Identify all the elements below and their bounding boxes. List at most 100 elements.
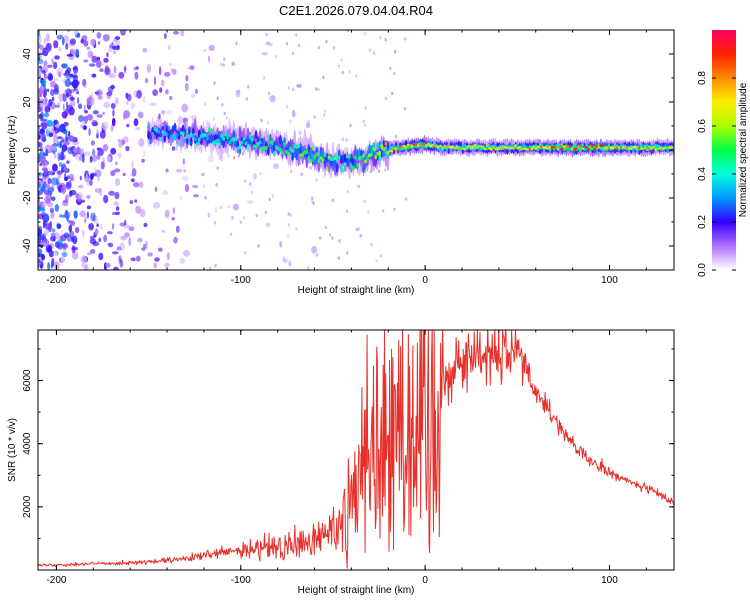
spectrogram-noise-cell xyxy=(98,237,102,243)
spectrogram-noise-cell xyxy=(78,103,83,110)
spectrogram-ridge-cell xyxy=(315,152,319,157)
spectrogram-ridge-cell xyxy=(297,143,301,148)
spectrogram-noise-cell xyxy=(337,256,340,260)
spectrogram-noise-cell xyxy=(282,256,285,260)
spectrogram-noise-cell xyxy=(39,155,46,163)
spectrogram-ridge-cell xyxy=(343,162,347,167)
spectrogram-noise-cell xyxy=(80,38,85,44)
spectrogram-ridge-cell xyxy=(617,146,621,149)
spectrogram-noise-cell xyxy=(393,71,396,76)
spectrogram-ridge-cell xyxy=(254,144,258,149)
spectrogram-noise-cell xyxy=(143,222,148,228)
spectrogram-noise-cell xyxy=(203,48,206,53)
spectrogram-noise-cell xyxy=(318,236,322,240)
spectrogram-noise-cell xyxy=(58,214,64,218)
spectrogram-noise-cell xyxy=(112,74,117,78)
colorbar-tick-label: 0.6 xyxy=(697,119,708,133)
spectrogram-noise-cell xyxy=(43,74,48,81)
spectrogram-ridge-cell xyxy=(216,138,220,143)
spectrogram-noise-cell xyxy=(311,245,318,254)
spectrogram-ridge-cell xyxy=(204,133,207,138)
spectrogram-noise-cell xyxy=(309,166,312,170)
spectrogram-noise-cell xyxy=(101,121,109,131)
spectrogram-ridge-cell xyxy=(281,140,284,150)
spectrogram-ridge-cell xyxy=(362,164,365,174)
spectrogram-ridge-cell xyxy=(384,141,388,146)
spectrogram-noise-cell xyxy=(100,161,105,170)
spectrogram-noise-cell xyxy=(173,30,179,35)
spectrogram-ridge-cell xyxy=(337,149,341,159)
spectrogram-noise-cell xyxy=(64,89,67,96)
spectrogram-noise-cell xyxy=(52,143,58,147)
spectrogram-noise-cell xyxy=(38,253,41,257)
spectrogram-noise-cell xyxy=(57,136,63,140)
spectrogram-noise-cell xyxy=(363,123,367,127)
spectrogram-noise-cell xyxy=(173,236,178,244)
spectrogram-ridge-cell xyxy=(173,122,177,132)
spectrogram-noise-cell xyxy=(43,167,49,176)
spectrogram-ridge-cell xyxy=(181,131,185,136)
spectrogram-noise-cell xyxy=(213,221,217,225)
spectrogram-ridge-cell xyxy=(291,148,294,153)
spectrogram-ridge-cell xyxy=(564,145,568,149)
spectrogram-noise-cell xyxy=(53,120,58,125)
spectrogram-noise-cell xyxy=(86,211,89,219)
spectrogram-noise-cell xyxy=(375,166,379,170)
spectrogram-noise-cell xyxy=(86,97,93,106)
spectrogram-noise-cell xyxy=(289,213,292,218)
spectrogram-noise-cell xyxy=(341,70,344,75)
spectrogram-ridge-cell xyxy=(272,141,276,151)
spectrogram-noise-cell xyxy=(146,63,152,73)
spectrogram-marks xyxy=(38,30,674,270)
spectrogram-ridge-cell xyxy=(421,142,424,145)
spectrogram-ridge-cell xyxy=(370,152,374,157)
spectrogram-noise-cell xyxy=(332,46,336,50)
spectrogram-noise-cell xyxy=(66,214,69,222)
y-tick-label: -20 xyxy=(22,190,33,205)
spectrogram-noise-cell xyxy=(183,169,186,173)
spectrogram-ridge-cell xyxy=(297,150,301,167)
spectrogram-noise-cell xyxy=(315,253,319,257)
spectrogram-ridge-cell xyxy=(356,163,359,168)
spectrogram-noise-cell xyxy=(96,147,102,151)
spectrogram-noise-cell xyxy=(144,77,149,84)
spectrogram-noise-cell xyxy=(180,30,185,37)
spectrogram-ridge-cell xyxy=(467,145,471,148)
spectrogram-ridge-cell xyxy=(281,150,284,155)
spectrogram-noise-cell xyxy=(79,175,82,181)
spectrogram-y-label: Frequency (Hz) xyxy=(7,116,18,185)
spectrogram-noise-cell xyxy=(289,119,292,124)
spectrogram-noise-cell xyxy=(81,199,86,203)
spectrogram-noise-cell xyxy=(370,242,373,247)
spectrogram-noise-cell xyxy=(324,109,327,113)
spectrogram-noise-cell xyxy=(377,169,381,173)
spectrogram-noise-cell xyxy=(93,167,97,171)
spectrogram-noise-cell xyxy=(45,103,51,108)
spectrogram-ridge-cell xyxy=(339,165,343,170)
spectrogram-ridge-cell xyxy=(390,145,394,152)
spectrogram-ridge-cell xyxy=(644,146,647,150)
spectrogram-ridge-cell xyxy=(287,141,290,151)
spectrogram-ridge-cell xyxy=(534,147,538,150)
spectrogram-noise-cell xyxy=(237,154,240,158)
spectrogram-noise-cell xyxy=(204,195,207,200)
spectrogram-noise-cell xyxy=(91,73,97,78)
spectrogram-noise-cell xyxy=(84,110,88,114)
spectrogram-noise-cell xyxy=(54,104,60,108)
spectrogram-noise-cell xyxy=(108,48,113,53)
spectrogram-noise-cell xyxy=(73,210,78,219)
spectrogram-noise-cell xyxy=(103,194,109,204)
colorbar-tick-label: 0.4 xyxy=(697,167,708,181)
spectrogram-noise-cell xyxy=(51,96,55,102)
spectrogram-noise-cell xyxy=(268,197,271,202)
spectrogram-noise-cell xyxy=(349,123,352,128)
spectrogram-noise-cell xyxy=(48,73,54,81)
spectrogram-ridge-cell xyxy=(354,159,357,169)
spectrogram-ridge-cell xyxy=(560,147,564,150)
spectrogram-noise-cell xyxy=(89,155,93,163)
spectrogram-ridge-cell xyxy=(159,137,163,142)
spectrogram-ridge-cell xyxy=(208,134,211,144)
spectrogram-ridge-cell xyxy=(654,143,657,150)
spectrogram-noise-cell xyxy=(84,151,91,157)
